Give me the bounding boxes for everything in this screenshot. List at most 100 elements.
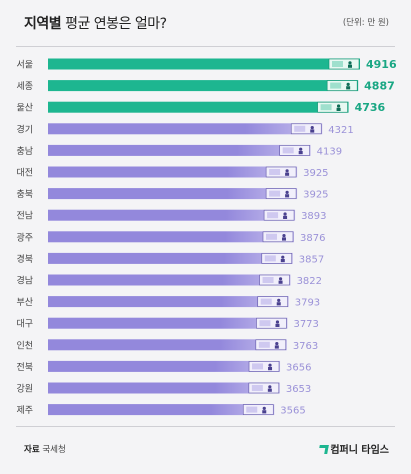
laptop-icon — [242, 404, 274, 415]
person-head — [275, 342, 279, 346]
person-head — [282, 234, 286, 238]
laptop-panel — [294, 125, 306, 132]
brand-logo: 컴퍼니 타임스 — [319, 441, 389, 456]
person-body — [267, 388, 272, 392]
person-head — [299, 147, 303, 151]
top-divider — [16, 46, 395, 47]
laptop-screen — [242, 404, 274, 415]
laptop-screen — [255, 339, 287, 351]
laptop-screen — [262, 231, 294, 243]
laptop-screen — [248, 382, 280, 394]
laptop-panel — [320, 104, 332, 111]
person-head — [310, 126, 314, 130]
value-label: 3793 — [295, 298, 320, 309]
laptop-icon — [262, 231, 294, 243]
person-body — [336, 107, 341, 111]
value-label: 4736 — [355, 101, 386, 114]
person-body — [348, 64, 352, 68]
bar-row: 울산 4736 — [16, 101, 385, 114]
value-label: 3773 — [293, 319, 318, 330]
bar-row: 충남 4139 — [16, 144, 342, 157]
value-label: 4887 — [364, 80, 395, 93]
bar-row: 경기 4321 — [16, 123, 354, 136]
laptop-screen — [265, 188, 297, 199]
value-label: 3565 — [280, 406, 305, 417]
laptop-icon — [265, 166, 297, 178]
person-body — [298, 151, 303, 155]
value-label: 3822 — [297, 276, 322, 287]
laptop-panel — [332, 61, 343, 67]
person-body — [283, 215, 288, 219]
person-head — [268, 363, 272, 367]
bar-row: 전남 3893 — [16, 209, 327, 222]
chart-title: 지역별 평균 연봉은 얼마? — [24, 13, 167, 33]
bar — [48, 296, 289, 308]
category-label: 대전 — [16, 168, 33, 179]
bar-row: 서울 4916 — [16, 58, 397, 71]
title-bold: 지역별 — [24, 16, 62, 32]
bar-row: 인천 3763 — [16, 339, 318, 352]
person-head — [268, 385, 272, 389]
laptop-screen — [263, 209, 295, 221]
bar — [48, 123, 323, 135]
value-label: 3656 — [286, 362, 311, 373]
person-body — [310, 129, 315, 133]
person-body — [274, 345, 279, 349]
person-body — [346, 86, 351, 90]
category-label: 광주 — [16, 231, 33, 243]
bar-row: 대전 3925 — [16, 166, 329, 179]
laptop-panel — [262, 277, 274, 283]
bar-row: 제주 3565 — [16, 404, 306, 417]
bar — [48, 339, 287, 351]
laptop-icon — [248, 382, 280, 394]
category-label: 충북 — [16, 189, 33, 200]
bar — [48, 144, 311, 156]
bar-row: 경북 3857 — [16, 252, 324, 265]
laptop-panel — [258, 341, 270, 348]
laptop-icon — [261, 253, 293, 264]
bar-row: 충북 3925 — [16, 188, 329, 201]
laptop-screen — [279, 145, 310, 156]
category-label: 충남 — [16, 146, 33, 157]
bar-row: 부산 3793 — [16, 296, 320, 309]
laptop-panel — [330, 82, 342, 89]
bar — [48, 382, 280, 394]
value-label: 3893 — [301, 211, 326, 222]
bar — [48, 231, 294, 243]
bar-row: 경남 3822 — [16, 274, 322, 287]
category-label: 경북 — [16, 253, 33, 265]
bar-row: 광주 3876 — [16, 231, 325, 244]
bar-row: 강원 3653 — [16, 382, 311, 395]
laptop-icon — [256, 317, 287, 329]
laptop-icon — [255, 339, 287, 351]
laptop-icon — [263, 209, 295, 221]
category-label: 인천 — [16, 340, 33, 351]
laptop-screen — [290, 123, 322, 135]
laptop-screen — [261, 253, 293, 264]
laptop-screen — [265, 166, 297, 178]
laptop-panel — [252, 363, 264, 370]
laptop-screen — [257, 296, 289, 307]
person-head — [336, 104, 341, 108]
laptop-icon — [328, 58, 360, 70]
person-head — [277, 298, 281, 302]
category-label: 부산 — [16, 297, 33, 308]
value-label: 3925 — [303, 190, 328, 201]
laptop-icon — [326, 80, 358, 91]
bar — [48, 188, 298, 200]
category-label: 대구 — [16, 319, 33, 330]
bottom-divider — [16, 426, 395, 427]
laptop-panel — [269, 169, 281, 175]
brand-mark-icon — [319, 444, 327, 454]
laptop-panel — [246, 406, 258, 413]
title-rest: 평균 연봉은 얼마? — [65, 16, 167, 32]
person-head — [348, 61, 352, 65]
person-head — [285, 190, 289, 194]
bar — [48, 317, 288, 329]
laptop-panel — [264, 255, 276, 262]
person-head — [281, 255, 285, 259]
person-head — [346, 82, 350, 86]
person-body — [275, 323, 280, 327]
laptop-screen — [326, 80, 358, 91]
laptop-screen — [259, 274, 290, 286]
